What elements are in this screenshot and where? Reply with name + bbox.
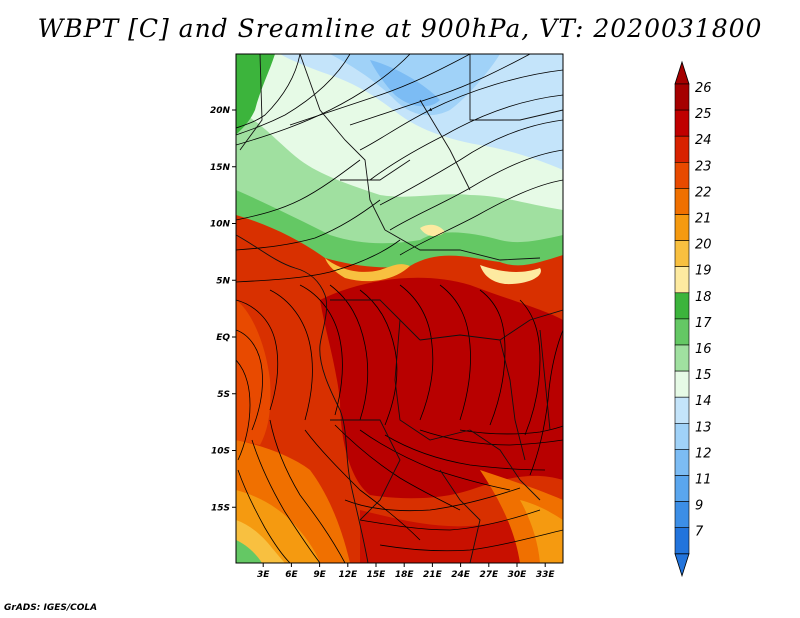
country-borders [236, 54, 563, 563]
colorbar-label: 19 [695, 264, 712, 279]
colorbar-label: 14 [695, 394, 712, 409]
colorbar-swatch [674, 344, 690, 372]
lon-tick-label: 24E [451, 570, 471, 580]
colorbar-label: 7 [695, 525, 704, 540]
lon-tick-label: 6E [285, 570, 298, 580]
lat-tick-label: 15N [210, 163, 231, 173]
lat-tick-label: 5S [217, 390, 230, 400]
colorbar-swatch [674, 370, 690, 398]
colorbar-label: 20 [695, 238, 712, 253]
lon-tick-label: 18E [395, 570, 415, 580]
lat-tick-label: 15S [211, 503, 230, 513]
colorbar-label: 24 [695, 133, 712, 148]
lat-tick-label: 20N [210, 106, 231, 116]
colorbar-label: 12 [695, 446, 712, 461]
colorbar-label: 17 [695, 316, 712, 331]
colorbar-swatch [674, 422, 690, 450]
lat-tick-label: EQ [216, 333, 230, 343]
colorbar-swatch [674, 449, 690, 476]
lon-tick-label: 21E [423, 570, 443, 580]
lon-tick-label: 3E [257, 570, 270, 580]
colorbar-label: 18 [695, 290, 712, 305]
colorbar-label: 15 [695, 368, 712, 383]
colorbar-label: 13 [695, 420, 712, 435]
colorbar-bottom-arrow [674, 553, 690, 578]
colorbar-swatch [674, 240, 690, 268]
colorbar-label: 23 [695, 159, 712, 174]
map-frame [235, 53, 564, 564]
colorbar-swatch [674, 475, 690, 502]
lat-tick-label: 10N [210, 220, 231, 230]
colorbar-label: 22 [695, 185, 712, 200]
colorbar-swatch [674, 188, 690, 215]
colorbar-label: 11 [695, 473, 712, 488]
colorbar-swatch [674, 109, 690, 137]
lat-tick-label: 5N [216, 276, 230, 286]
colorbar-label: 16 [695, 342, 712, 357]
latitude-axis: 20N 15N 10N 5N EQ 5S 10S 15S [210, 106, 236, 513]
colorbar-swatch [674, 292, 690, 320]
colorbar-label: 26 [695, 81, 712, 96]
lon-tick-label: 9E [313, 570, 326, 580]
colorbar-swatch [674, 162, 690, 189]
lon-tick-label: 12E [338, 570, 358, 580]
colorbar-swatch [674, 501, 690, 529]
colorbar-swatch [674, 318, 690, 346]
colorbar-swatch [674, 266, 690, 294]
colorbar-swatch [674, 135, 690, 163]
lon-tick-label: 30E [508, 570, 528, 580]
grads-credit: GrADS: IGES/COLA [4, 603, 98, 613]
lon-tick-label: 15E [367, 570, 387, 580]
wbpt-field [236, 54, 563, 563]
lon-tick-label: 27E [479, 570, 499, 580]
lat-tick-label: 10S [211, 447, 230, 457]
streamlines [236, 54, 563, 563]
colorbar-swatch [674, 527, 690, 555]
colorbar-swatch [674, 214, 690, 241]
colorbar-swatch [674, 83, 690, 111]
colorbar-label: 21 [695, 212, 712, 227]
colorbar-swatch [674, 396, 690, 424]
colorbar-label: 9 [695, 499, 703, 514]
colorbar-label: 25 [695, 107, 712, 122]
lon-tick-label: 33E [536, 570, 556, 580]
longitude-axis: 3E 6E 9E 12E 15E 18E 21E 24E 27E 30E 33E [257, 563, 555, 580]
map-title: WBPT [C] and Sreamline at 900hPa, VT: 20… [37, 14, 763, 43]
colorbar: 26 25 24 23 22 21 20 19 18 17 16 15 14 13 12 11 9 7 [674, 60, 712, 578]
colorbar-top-arrow [674, 60, 690, 85]
